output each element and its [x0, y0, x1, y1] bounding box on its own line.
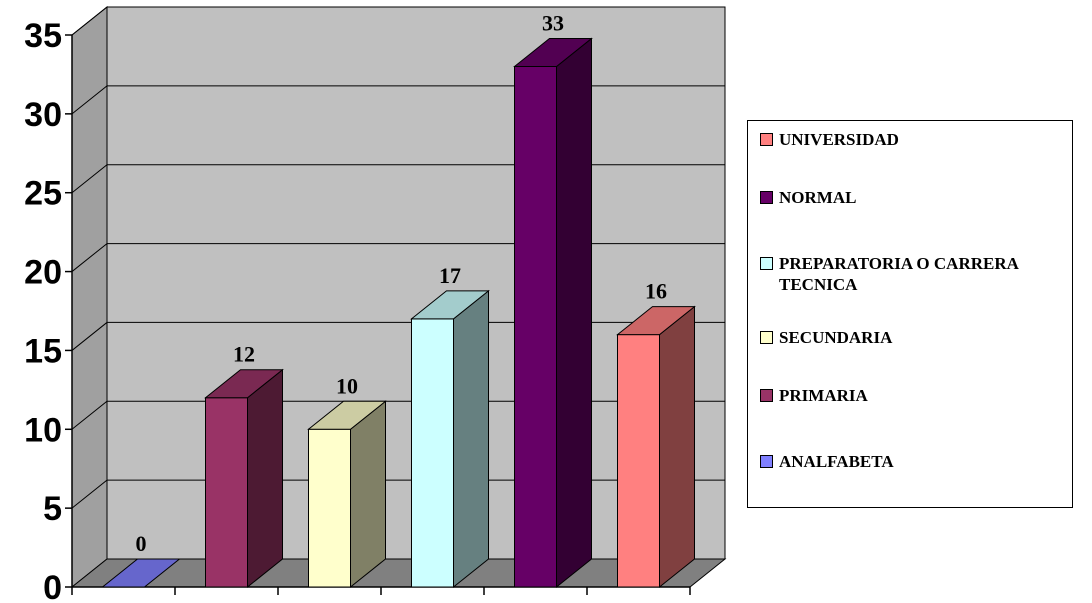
bar-side: [350, 400, 386, 589]
y-tick-label: 35: [24, 17, 62, 55]
bar-side: [247, 368, 283, 589]
bar-front: [411, 318, 454, 588]
plot-side-wall: [71, 5, 108, 589]
legend-item: NORMAL: [760, 187, 1069, 208]
data-label: 16: [645, 279, 667, 304]
legend-swatch: [760, 331, 773, 344]
gridline: [71, 6, 725, 36]
data-label: 10: [336, 373, 358, 398]
legend-swatch: [760, 133, 773, 146]
bar-side: [453, 289, 489, 589]
legend-item: ANALFABETA: [760, 451, 1069, 472]
bar-side: [556, 37, 592, 589]
y-tick-label: 20: [24, 254, 62, 292]
data-label: 12: [233, 342, 255, 367]
bar: [616, 305, 696, 589]
bar-front: [514, 66, 557, 588]
bar-top: [101, 558, 181, 588]
y-tick-label: 30: [24, 96, 62, 134]
data-label: 17: [439, 263, 461, 288]
bar-top: [513, 38, 593, 68]
legend-swatch: [760, 455, 773, 468]
legend-label: PRIMARIA: [779, 386, 868, 405]
bar: [410, 289, 490, 589]
chart-legend: UNIVERSIDAD NORMAL PREPARATORIA O CARRERA …: [747, 120, 1073, 508]
legend-label: UNIVERSIDAD: [779, 130, 899, 149]
bar-front: [205, 397, 248, 588]
data-label: 0: [136, 531, 147, 556]
y-tick-label: 10: [24, 411, 62, 449]
bar: [513, 37, 593, 589]
legend-label: ANALFABETA: [779, 452, 894, 471]
legend-item: PREPARATORIA O CARRERA TECNICA: [760, 253, 1069, 295]
legend-label: SECUNDARIA: [779, 328, 893, 347]
bar-top: [616, 306, 696, 336]
bar: [307, 400, 387, 589]
bar: [101, 558, 181, 588]
y-tick-label: 5: [43, 490, 62, 528]
bar: [204, 368, 284, 589]
legend-item: UNIVERSIDAD: [760, 129, 1069, 150]
bar-top: [410, 290, 490, 320]
bar-chart: 0 5 10 15 20 25 30 35 0 12 10 17 33 16: [24, 5, 727, 603]
legend-swatch: [760, 257, 773, 270]
bar-side: [659, 305, 695, 589]
legend-item: PRIMARIA: [760, 385, 1069, 406]
bar-front: [308, 428, 351, 588]
y-tick-label: 25: [24, 175, 62, 213]
y-tick-label: 15: [24, 332, 62, 370]
legend-label: NORMAL: [779, 188, 857, 207]
y-tick-label: 0: [43, 569, 62, 603]
legend-item: SECUNDARIA: [760, 327, 1069, 348]
legend-label: PREPARATORIA O CARRERA TECNICA: [779, 254, 1018, 294]
legend-swatch: [760, 191, 773, 204]
bar-top: [204, 369, 284, 399]
bar-front: [617, 334, 660, 588]
bar-top: [307, 400, 387, 430]
data-label: 33: [542, 11, 564, 36]
legend-swatch: [760, 389, 773, 402]
